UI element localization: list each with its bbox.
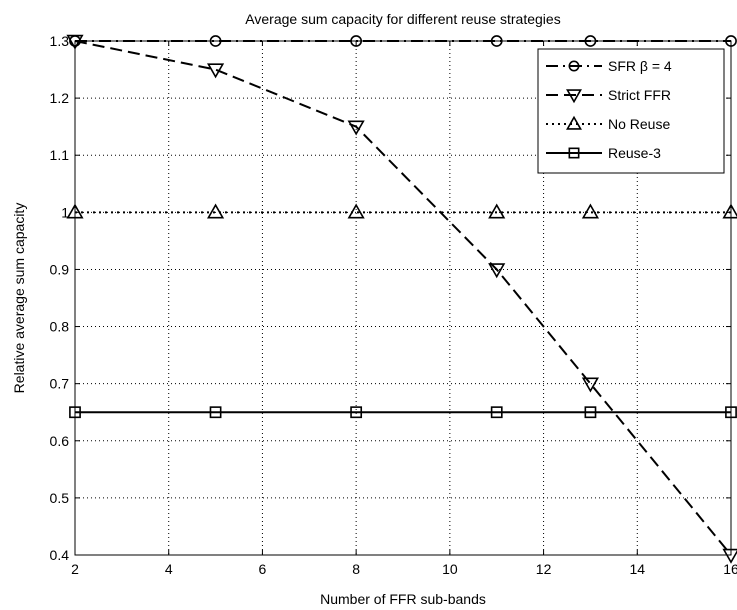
y-tick-label: 0.4 — [50, 547, 70, 563]
x-tick-label: 6 — [259, 561, 267, 577]
legend-entry: Reuse-3 — [546, 145, 661, 161]
y-axis-label: Relative average sum capacity — [11, 203, 27, 394]
series-3 — [69, 406, 737, 419]
x-tick-label: 14 — [629, 561, 645, 577]
x-tick-label: 2 — [71, 561, 79, 577]
y-tick-label: 0.5 — [50, 490, 70, 506]
legend: SFR β = 4 Strict FFR No Reuse Reuse-3 — [537, 48, 725, 174]
legend-label: Strict FFR — [608, 87, 671, 103]
x-tick-label: 10 — [442, 561, 458, 577]
data-point — [206, 63, 225, 79]
grid — [75, 41, 731, 555]
legend-marker — [566, 89, 582, 104]
y-tick-label: 1 — [61, 204, 69, 220]
plot-frame — [74, 40, 732, 556]
axes-ticks: 2 4 6 8 10 12 14 16 0.4 0.5 0.6 0.7 0.8 0.9 1 1.1 1.2 1.3 — [50, 33, 737, 577]
legend-label: SFR β = 4 — [608, 58, 672, 74]
y-tick-label: 0.6 — [50, 433, 70, 449]
legend-entry: Strict FFR — [546, 87, 671, 104]
series-1 — [66, 34, 737, 564]
y-tick-label: 0.7 — [50, 376, 70, 392]
x-tick-label: 4 — [165, 561, 173, 577]
data-point — [488, 203, 506, 219]
x-tick-label: 8 — [352, 561, 360, 577]
legend-marker — [568, 147, 580, 159]
data-point — [490, 406, 503, 419]
data-point — [206, 203, 225, 219]
series-line — [74, 40, 732, 556]
legend-label: No Reuse — [608, 116, 670, 132]
data-point — [581, 203, 600, 219]
x-axis-label: Number of FFR sub-bands — [320, 591, 486, 607]
data-point — [66, 34, 84, 50]
y-tick-label: 0.9 — [50, 261, 70, 277]
legend-entry: No Reuse — [546, 115, 670, 132]
legend-label: Reuse-3 — [608, 145, 661, 161]
y-tick-label: 1.2 — [50, 90, 70, 106]
data-point — [209, 406, 222, 419]
legend-marker — [566, 115, 582, 130]
legend-entry: SFR β = 4 — [546, 58, 672, 74]
data-point — [581, 377, 600, 393]
y-tick-label: 1.3 — [50, 33, 70, 49]
y-tick-label: 0.8 — [50, 319, 70, 335]
data-point — [347, 203, 365, 219]
data-point — [488, 263, 506, 279]
series-2 — [66, 203, 737, 219]
x-tick-label: 12 — [536, 561, 552, 577]
chart-title: Average sum capacity for different reuse… — [245, 11, 560, 27]
data-point — [347, 120, 365, 136]
legend-marker — [568, 60, 580, 72]
data-point — [350, 406, 363, 419]
y-tick-label: 1.1 — [50, 147, 70, 163]
x-tick-label: 16 — [723, 561, 737, 577]
data-point — [584, 406, 597, 419]
